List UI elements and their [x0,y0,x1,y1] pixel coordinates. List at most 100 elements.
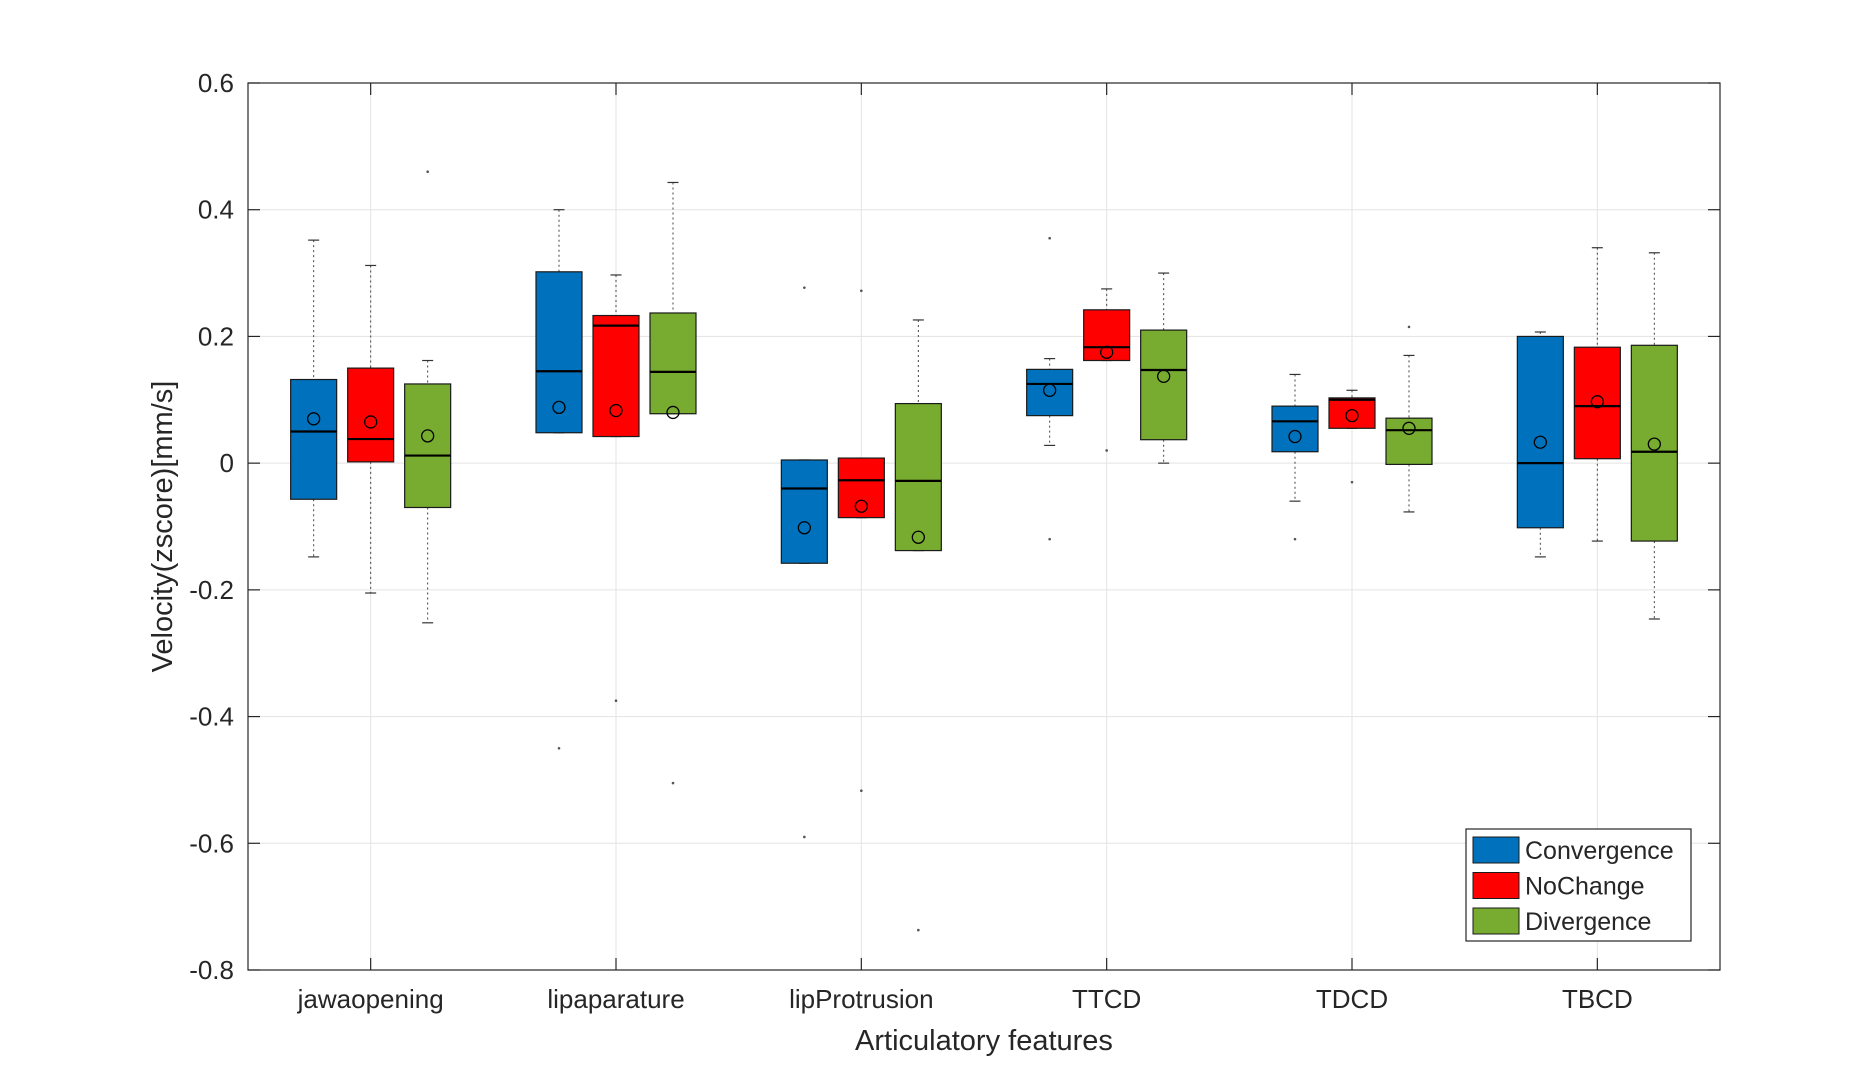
y-tick-label: -0.2 [189,575,234,605]
box-divergence [894,319,942,932]
outlier-point [1407,325,1411,329]
mean-marker [1345,408,1359,423]
outlier-point [860,289,863,293]
mean-marker [1157,369,1171,383]
outlier-point [917,928,920,932]
x-tick-label: jawaopening [297,984,444,1014]
outlier-point [1048,236,1051,240]
box-nochange [592,274,640,703]
y-tick-label: 0.4 [198,195,234,225]
box-plots [290,170,1678,932]
mean-marker [797,521,811,535]
box-iqr [1630,344,1678,542]
legend: Convergence NoChange Divergence [1465,828,1692,942]
legend-swatch [1472,907,1520,935]
box-convergence [290,239,338,558]
box-iqr [535,271,583,434]
box-iqr [592,314,640,438]
mean-marker [854,499,868,513]
box-convergence [1271,373,1319,541]
mean-marker [364,415,378,429]
box-divergence [1630,252,1678,620]
box-iqr [649,312,697,415]
x-tick-label: TTCD [1072,984,1141,1014]
mean-marker [666,405,680,420]
mean-marker [911,530,925,544]
box-iqr [1516,335,1564,529]
mean-marker [1288,429,1302,444]
legend-label: Divergence [1525,908,1651,936]
box-nochange [1328,389,1376,484]
x-tick-label: TDCD [1316,984,1388,1014]
y-tick-label: 0.2 [198,321,234,351]
legend-item-divergence: Divergence [1472,907,1651,936]
box-iqr [1140,329,1188,441]
outlier-point [671,781,675,785]
outlier-point [1048,537,1051,541]
box-nochange [1083,288,1131,452]
box-divergence [1140,272,1188,464]
x-tick-label: lipProtrusion [789,984,934,1014]
box-convergence [1026,236,1074,541]
mean-marker [1590,395,1604,409]
legend-label: NoChange [1525,873,1645,901]
outlier-point [860,789,863,792]
box-iqr [837,457,885,519]
y-tick-label: -0.8 [189,955,234,985]
mean-marker [609,403,623,418]
mean-marker [421,429,435,443]
box-divergence [404,170,452,624]
legend-swatch [1472,836,1520,864]
outlier-point [557,746,561,750]
box-convergence [1516,331,1564,558]
y-tick-label: -0.6 [189,828,234,858]
mean-marker [1043,383,1057,397]
legend-item-nochange: NoChange [1472,872,1645,901]
y-axis-ticks: -0.8 -0.6 -0.4 -0.2 0 0.2 0.4 0.6 [189,68,1720,985]
y-tick-label: 0 [220,448,234,478]
box-nochange [1573,247,1621,542]
legend-swatch [1472,872,1520,899]
outlier-point [1350,480,1354,484]
outlier-point [803,835,806,839]
box-convergence [780,286,828,839]
box-iqr [347,367,395,463]
legend-item-convergence: Convergence [1472,836,1674,865]
grid-lines [248,82,1720,971]
mean-marker [1100,345,1114,359]
mean-marker [552,400,566,415]
outlier-point [1105,449,1108,452]
box-iqr [1385,417,1433,466]
mean-marker [307,412,321,426]
y-tick-label: -0.4 [189,702,234,732]
mean-marker [1533,435,1547,449]
box-iqr [1271,405,1319,453]
x-axis-ticks: jawaopening lipaparature lipProtrusion TTCD… [297,83,1633,1014]
box-iqr [404,383,452,509]
y-tick-label: 0.6 [198,68,234,98]
outlier-point [426,170,429,173]
box-nochange [347,264,395,594]
box-convergence [535,209,583,750]
plot-area-frame [247,82,1721,971]
box-divergence [649,181,697,785]
outlier-point [614,699,618,703]
legend-label: Convergence [1525,837,1674,865]
x-tick-label: lipaparature [547,984,684,1014]
box-iqr [1083,309,1131,362]
x-axis-label: Articulatory features [855,1025,1113,1057]
box-iqr [290,378,338,500]
mean-marker [1647,437,1661,451]
x-tick-label: TBCD [1562,984,1633,1014]
box-iqr [1026,368,1074,417]
box-divergence [1385,325,1433,513]
box-iqr [1328,397,1376,429]
box-iqr [1573,346,1621,460]
y-axis-label: Velocity(zscore)[mm/s] [147,381,179,673]
outlier-point [1293,537,1297,541]
legend-items: Convergence NoChange Divergence [1472,836,1674,936]
outlier-point [803,286,806,289]
mean-marker [1402,421,1416,435]
box-nochange [837,289,885,792]
